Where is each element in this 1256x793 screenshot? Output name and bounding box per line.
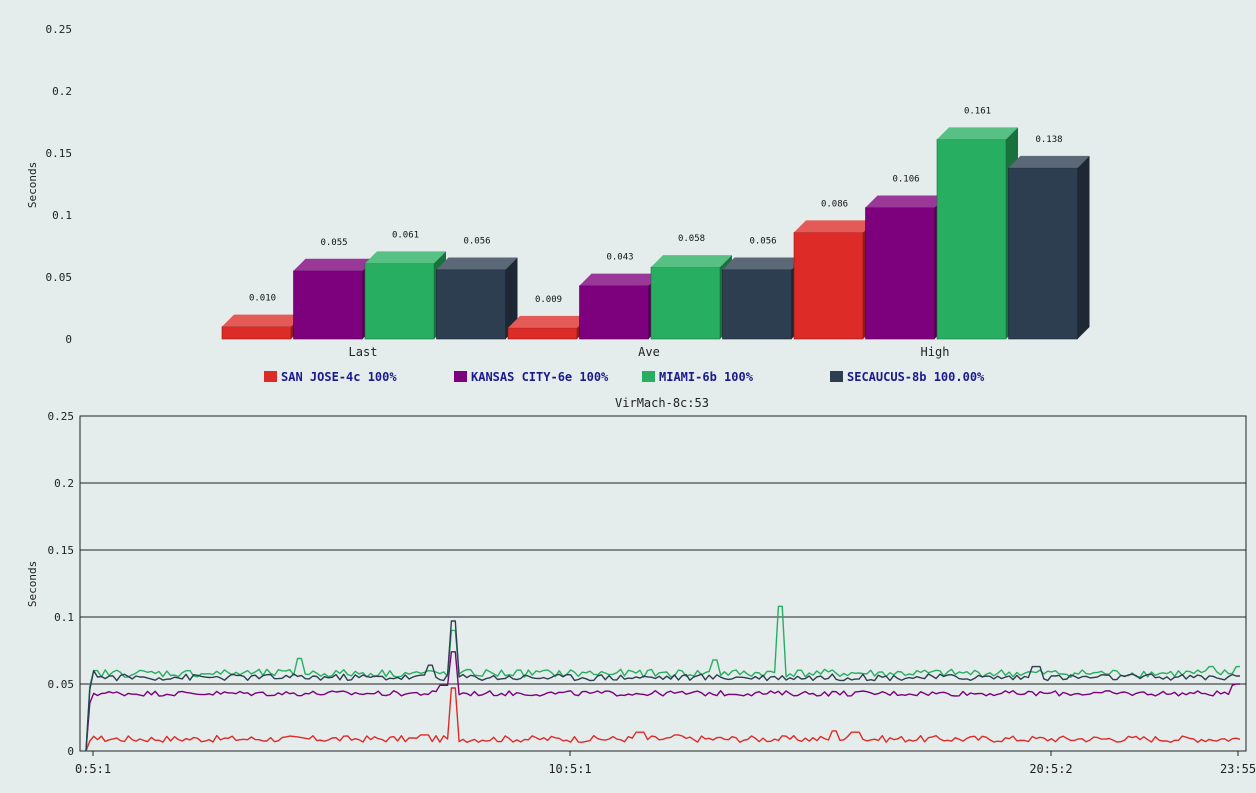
bar-value-label: 0.043 <box>606 253 633 263</box>
bar-ytick-label: 0.05 <box>46 271 73 284</box>
bar-ytick-label: 0.15 <box>46 147 73 160</box>
bar-ylabel: Seconds <box>26 162 39 208</box>
line-xtick-label: 20:5:2 <box>1029 762 1072 776</box>
bar-ytick-label: 0.1 <box>52 209 72 222</box>
legend-item: SAN JOSE-4c 100% <box>264 370 397 384</box>
line-xtick-label: 0:5:1 <box>75 762 111 776</box>
line-ytick-label: 0.25 <box>48 410 75 423</box>
bar <box>507 315 589 340</box>
bar-value-label: 0.010 <box>249 294 276 304</box>
bar-value-label: 0.009 <box>535 295 562 305</box>
bar <box>579 273 661 340</box>
legend-label: SECAUCUS-8b 100.00% <box>847 370 985 384</box>
bar-category-label: Ave <box>638 345 660 359</box>
legend: SAN JOSE-4c 100% KANSAS CITY-6e 100% MIAMI… <box>264 370 985 384</box>
line-chart: VirMach-8c:53 Seconds 0 0.05 0.1 0.15 0.2 0.2… <box>26 396 1256 776</box>
bar-chart: Seconds 0 0.05 0.1 0.15 0.2 0.25 0.010 0.055 0.… <box>26 23 1090 384</box>
bar-value-label: 0.106 <box>892 175 919 185</box>
bar-category-label: High <box>921 345 950 359</box>
line-ytick-label: 0.1 <box>54 611 74 624</box>
line-ytick-label: 0.2 <box>54 477 74 490</box>
line-title: VirMach-8c:53 <box>615 396 709 410</box>
bar-value-label: 0.056 <box>463 237 490 247</box>
bar <box>1008 155 1090 340</box>
legend-label: MIAMI-6b 100% <box>659 370 754 384</box>
line-ytick-label: 0.05 <box>48 678 75 691</box>
line-ylabel: Seconds <box>26 561 39 607</box>
legend-swatch <box>264 371 277 382</box>
bar-ytick-label: 0 <box>65 333 72 346</box>
bar-ytick-label: 0.2 <box>52 85 72 98</box>
series-line <box>85 605 1240 752</box>
legend-swatch <box>454 371 467 382</box>
bar-value-label: 0.086 <box>821 199 848 209</box>
line-xtick-label: 10:5:1 <box>548 762 591 776</box>
line-xtick-label: 23:55 <box>1220 762 1256 776</box>
bar <box>221 314 303 340</box>
bar-value-label: 0.055 <box>320 238 347 248</box>
bar <box>650 255 732 340</box>
plot-frame <box>79 415 1247 752</box>
bar <box>722 257 804 340</box>
bar <box>293 258 375 340</box>
bar <box>436 257 518 340</box>
bar <box>865 195 947 340</box>
bar-ytick-label: 0.25 <box>46 23 73 36</box>
bar-value-label: 0.056 <box>749 237 776 247</box>
bar <box>364 251 446 340</box>
legend-label: KANSAS CITY-6e 100% <box>471 370 609 384</box>
legend-swatch <box>830 371 843 382</box>
legend-item: MIAMI-6b 100% <box>642 370 754 384</box>
series-line <box>85 687 1241 752</box>
legend-item: SECAUCUS-8b 100.00% <box>830 370 985 384</box>
bar <box>936 127 1018 340</box>
legend-swatch <box>642 371 655 382</box>
bar <box>793 220 875 340</box>
legend-label: SAN JOSE-4c 100% <box>281 370 397 384</box>
bar-value-label: 0.161 <box>964 106 991 116</box>
series-line <box>85 651 1240 752</box>
bar-value-label: 0.138 <box>1035 135 1062 145</box>
legend-item: KANSAS CITY-6e 100% <box>454 370 609 384</box>
bar-value-label: 0.061 <box>392 230 419 240</box>
series-line <box>85 620 1240 752</box>
bar-category-label: Last <box>349 345 378 359</box>
line-ytick-label: 0 <box>67 745 74 758</box>
line-ytick-label: 0.15 <box>48 544 75 557</box>
bar-value-label: 0.058 <box>678 234 705 244</box>
